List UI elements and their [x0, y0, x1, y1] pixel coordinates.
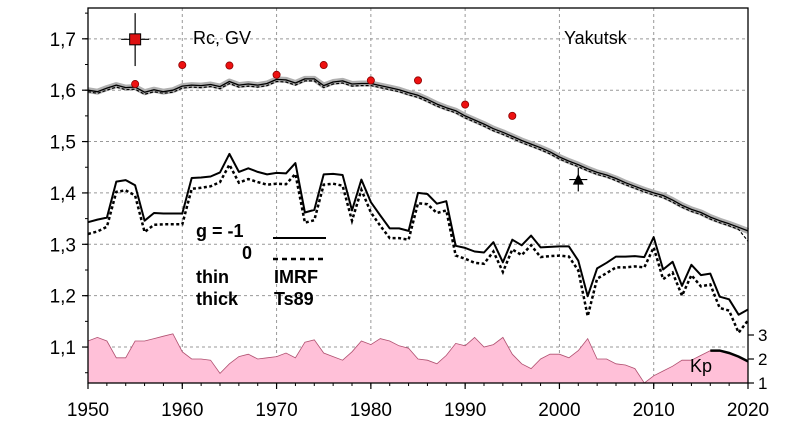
red-point — [131, 80, 140, 89]
y-tick-label: 1,2 — [50, 287, 76, 308]
series-layer — [87, 75, 750, 336]
kp-outline — [87, 333, 749, 384]
red-point — [178, 61, 187, 70]
x-tick-label: 1950 — [67, 400, 109, 421]
y-tick-label: 1,6 — [50, 81, 76, 102]
station-label: Yakutsk — [564, 28, 628, 48]
legend-thin-text: thin — [196, 267, 229, 287]
kp-area — [87, 333, 749, 384]
red-point — [319, 61, 328, 70]
upper-line-g-minus1 — [87, 78, 749, 232]
rc-label: Rc, GV — [193, 28, 251, 48]
grid — [88, 8, 748, 383]
markers-layer — [121, 13, 588, 192]
kp-label: Kp — [690, 356, 712, 376]
x-tick-label: 2020 — [727, 400, 769, 421]
axes — [82, 12, 754, 389]
legend-zero-text: 0 — [242, 243, 252, 263]
upper-line-g-zero — [87, 80, 749, 242]
triangle-point — [572, 173, 584, 185]
red-square-point — [129, 33, 142, 46]
y-tick-label: 1,3 — [50, 235, 76, 256]
kp-tick-label: 3 — [758, 326, 767, 345]
legend-thick-text: thick — [196, 289, 239, 309]
legend-imrf-text: IMRF — [274, 267, 318, 287]
legend-g-text: g = -1 — [196, 221, 244, 241]
red-point — [225, 61, 234, 70]
kp-tick-label: 2 — [758, 350, 767, 369]
plot-frame — [87, 7, 749, 384]
y-tick-label: 1,1 — [50, 338, 76, 359]
red-point — [272, 70, 281, 79]
x-tick-label: 1980 — [350, 400, 392, 421]
x-tick-label: 1970 — [255, 400, 297, 421]
legend-ts89-text: Ts89 — [274, 289, 314, 309]
red-point — [461, 100, 470, 109]
y-tick-label: 1,7 — [50, 30, 76, 51]
legend: g = -1 0 thin thick IMRF Ts89 — [196, 221, 326, 309]
lower-line-g-minus1 — [87, 152, 749, 316]
kp-tick-label: 1 — [758, 374, 767, 393]
y-tick-label: 1,5 — [50, 133, 76, 154]
red-point — [413, 76, 422, 85]
red-point — [508, 111, 517, 120]
red-point — [366, 76, 375, 85]
tick-labels: 1950 1960 1970 1980 1990 2000 2010 2020 1,1 1,2 1,… — [50, 30, 770, 421]
x-tick-label: 1960 — [161, 400, 203, 421]
x-tick-label: 1990 — [444, 400, 486, 421]
x-tick-label: 2000 — [538, 400, 580, 421]
kp-fill — [88, 333, 748, 383]
y-tick-label: 1,4 — [50, 184, 77, 205]
kp-recent-line — [710, 349, 749, 363]
x-tick-label: 2010 — [633, 400, 675, 421]
